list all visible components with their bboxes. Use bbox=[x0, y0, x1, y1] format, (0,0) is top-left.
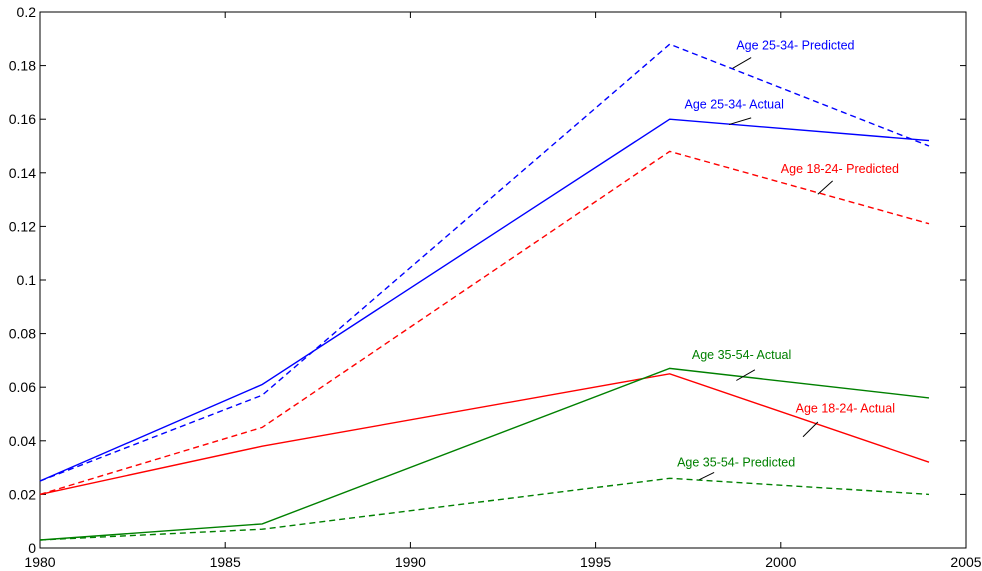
series-line-age-35-54-predicted bbox=[39, 477, 930, 541]
y-tick-label: 0 bbox=[28, 540, 36, 556]
plot-area: 1980 1985 1990 1995 2000 2005 0 0.02 0.04 0.06 0.0… bbox=[9, 4, 982, 570]
y-tick-label: 0.14 bbox=[9, 165, 36, 181]
series-line-age-25-34-predicted bbox=[39, 43, 930, 482]
y-tick-label: 0.02 bbox=[9, 486, 36, 502]
y-tick-label: 0.08 bbox=[9, 326, 36, 342]
x-tick-label: 1990 bbox=[395, 554, 426, 570]
y-tick-label: 0.2 bbox=[17, 4, 37, 20]
x-tick-label: 1995 bbox=[580, 554, 611, 570]
annotation-leader-line bbox=[736, 369, 756, 381]
x-tick-label: 1980 bbox=[24, 554, 55, 570]
y-tick-label: 0.18 bbox=[9, 58, 36, 74]
annotation-label: Age 35-54- Predicted bbox=[677, 455, 795, 469]
x-tick-label: 1985 bbox=[210, 554, 241, 570]
axes-box bbox=[39, 11, 967, 549]
annotation-leader-line bbox=[699, 471, 715, 481]
annotation-label: Age 18-24- Predicted bbox=[781, 162, 899, 176]
y-tick-label: 0.1 bbox=[17, 272, 37, 288]
annotation-label: Age 18-24- Actual bbox=[796, 402, 895, 416]
annotation-leader-line bbox=[802, 421, 819, 438]
y-tick-label: 0.16 bbox=[9, 111, 36, 127]
series-line-age-25-34-actual bbox=[39, 118, 930, 482]
x-tick-label: 2005 bbox=[950, 554, 981, 570]
x-tick-label: 2000 bbox=[765, 554, 796, 570]
annotation-label: Age 25-34- Predicted bbox=[736, 39, 854, 53]
annotation-label: Age 35-54- Actual bbox=[692, 348, 791, 362]
annotation-leader-line bbox=[728, 117, 752, 126]
series-line-age-35-54-actual bbox=[39, 367, 930, 541]
annotation-leader-line bbox=[817, 180, 833, 195]
y-tick-label: 0.06 bbox=[9, 379, 36, 395]
y-tick-label: 0.12 bbox=[9, 218, 36, 234]
annotation-leader-line bbox=[732, 57, 752, 69]
y-tick-label: 0.04 bbox=[9, 433, 36, 449]
series-line-age-18-24-actual bbox=[39, 373, 930, 496]
annotation-label: Age 25-34- Actual bbox=[684, 97, 783, 111]
